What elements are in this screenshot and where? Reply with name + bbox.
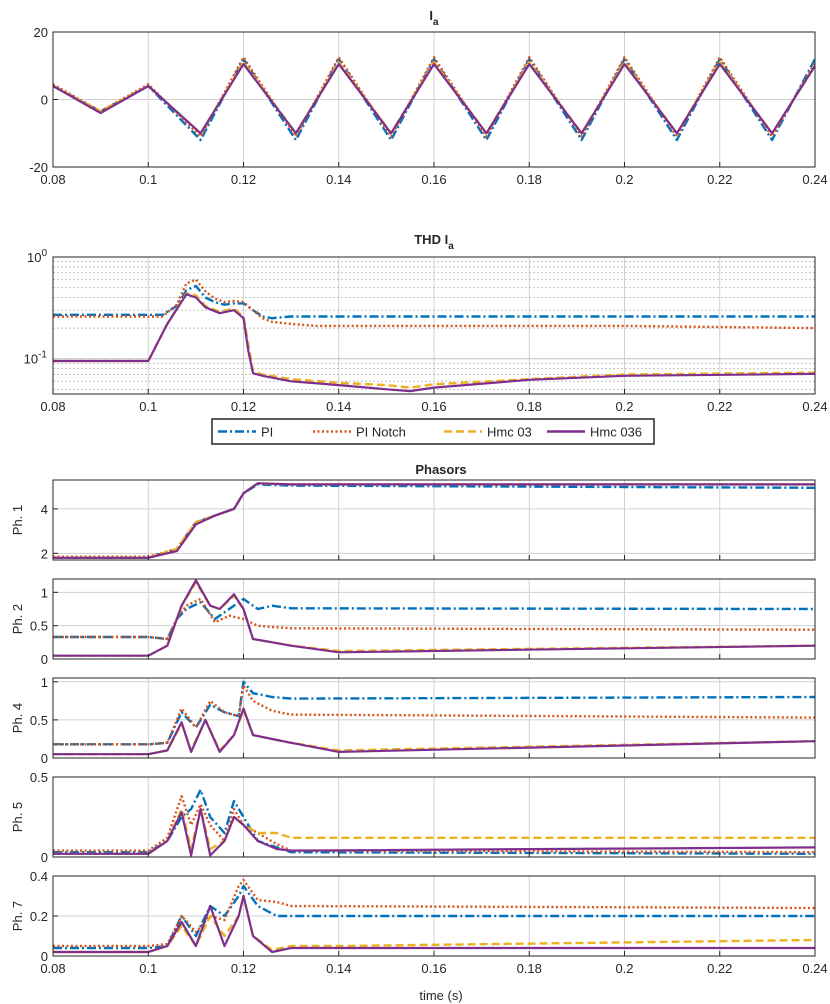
series-group [53, 482, 815, 559]
y-tick-label: 0 [41, 93, 48, 108]
x-tick-label: 0.1 [139, 961, 157, 976]
x-tick-label: 0.2 [615, 399, 633, 414]
series-line-pi-notch [53, 597, 815, 641]
y-tick-label: 0.4 [30, 869, 48, 884]
y-tick-label: 0 [41, 751, 48, 766]
x-tick-label: 0.14 [326, 961, 351, 976]
x-tick-label: 0.22 [707, 399, 732, 414]
x-tick-label: 0.14 [326, 399, 351, 414]
x-axis-label: time (s) [419, 988, 462, 1003]
y-tick-label: 0.5 [30, 770, 48, 785]
phasors-title: Phasors [415, 462, 466, 477]
y-axis-label-ph2: Ph. 2 [10, 604, 25, 634]
x-tick-label: 0.12 [231, 399, 256, 414]
series-group [53, 56, 815, 142]
x-tick-label: 0.08 [40, 961, 65, 976]
x-tick-label: 0.12 [231, 172, 256, 187]
y-tick-label: 0 [41, 850, 48, 865]
y-tick-label: 0.2 [30, 909, 48, 924]
series-line-pi-notch [53, 795, 815, 854]
y-tick-label: 0.5 [30, 619, 48, 634]
series-line-pi-notch [53, 278, 815, 330]
series-line-hmc-036 [53, 482, 815, 559]
series-line-hmc-036 [53, 62, 815, 135]
y-tick-label: 1 [41, 675, 48, 690]
panels: 0.08 0.1 0.12 0.14 0.16 0.18 0.2 0.22 0.24-20020… [10, 8, 828, 976]
series-line-hmc-036 [53, 894, 815, 954]
legend-label-hmc-036: Hmc 036 [590, 425, 642, 440]
x-tick-label: 0.24 [802, 961, 827, 976]
panel-ph1: 2 4 Ph. 1 [10, 479, 816, 561]
series-line-hmc-036 [53, 579, 815, 657]
x-tick-label: 0.18 [517, 172, 542, 187]
x-tick-label: 0.16 [421, 399, 446, 414]
x-tick-label: 0.1 [139, 399, 157, 414]
legend-label-pi: PI [261, 425, 273, 440]
panel-ph4: 0 0.5 1 Ph. 4 [10, 675, 816, 766]
y-axis-label-ph5: Ph. 5 [10, 802, 25, 832]
grid [147, 777, 721, 857]
series-group [53, 278, 815, 393]
panel-ph5: 0 0.5 Ph. 5 [10, 770, 816, 865]
y-tick-label: 20 [34, 25, 48, 40]
y-axis-label-ph1: Ph. 1 [10, 505, 25, 535]
x-tick-label: 0.08 [40, 172, 65, 187]
x-tick-label: 0.18 [517, 399, 542, 414]
series-group [53, 680, 815, 756]
panel-ph2: 0 0.5 1 Ph. 2 [10, 578, 816, 667]
x-tick-label: 0.08 [40, 399, 65, 414]
y-tick-label: 2 [41, 546, 48, 561]
x-tick-label: 0.22 [707, 961, 732, 976]
legend-label-pi-notch: PI Notch [356, 425, 406, 440]
y-tick-label: 0.5 [30, 713, 48, 728]
panel-ph7: 0.08 0.1 0.12 0.14 0.16 0.18 0.2 0.22 0.24 0 0.2 0.… [10, 869, 828, 976]
series-line-hmc-036 [53, 807, 815, 857]
x-tick-label: 0.14 [326, 172, 351, 187]
grid [53, 480, 815, 560]
legend: PI PI Notch Hmc 03 Hmc 036 [211, 418, 655, 445]
x-tick-label: 0.2 [615, 961, 633, 976]
x-tick-label: 0.1 [139, 172, 157, 187]
x-tick-label: 0.2 [615, 172, 633, 187]
x-tick-label: 0.24 [802, 172, 827, 187]
series-line-hmc-036 [53, 707, 815, 756]
series-group [53, 878, 815, 954]
y-axis-label-ph4: Ph. 4 [10, 703, 25, 733]
y-tick-label: 0 [41, 949, 48, 964]
y-tick-label: 0 [41, 652, 48, 667]
series-group [53, 788, 815, 857]
y-tick-label: 1 [41, 585, 48, 600]
legend-box [211, 418, 655, 445]
x-tick-label: 0.18 [517, 961, 542, 976]
panel-ia: 0.08 0.1 0.12 0.14 0.16 0.18 0.2 0.22 0.24 -20 0 20… [29, 8, 827, 187]
y-tick-label: -20 [29, 160, 48, 175]
panel-title-ia: Ia [429, 8, 439, 28]
x-tick-label: 0.12 [231, 961, 256, 976]
y-tick-label: 4 [41, 502, 48, 517]
series-line-hmc-036 [53, 293, 815, 393]
x-tick-label: 0.22 [707, 172, 732, 187]
grid [53, 32, 815, 167]
x-tick-label: 0.16 [421, 961, 446, 976]
y-axis-label-ph7: Ph. 7 [10, 901, 25, 931]
series-group [53, 579, 815, 657]
x-tick-label: 0.24 [802, 399, 827, 414]
x-tick-label: 0.16 [421, 172, 446, 187]
series-line-pi-notch [53, 684, 815, 746]
series-line-hmc-03 [53, 894, 815, 954]
legend-label-hmc-03: Hmc 03 [487, 425, 532, 440]
